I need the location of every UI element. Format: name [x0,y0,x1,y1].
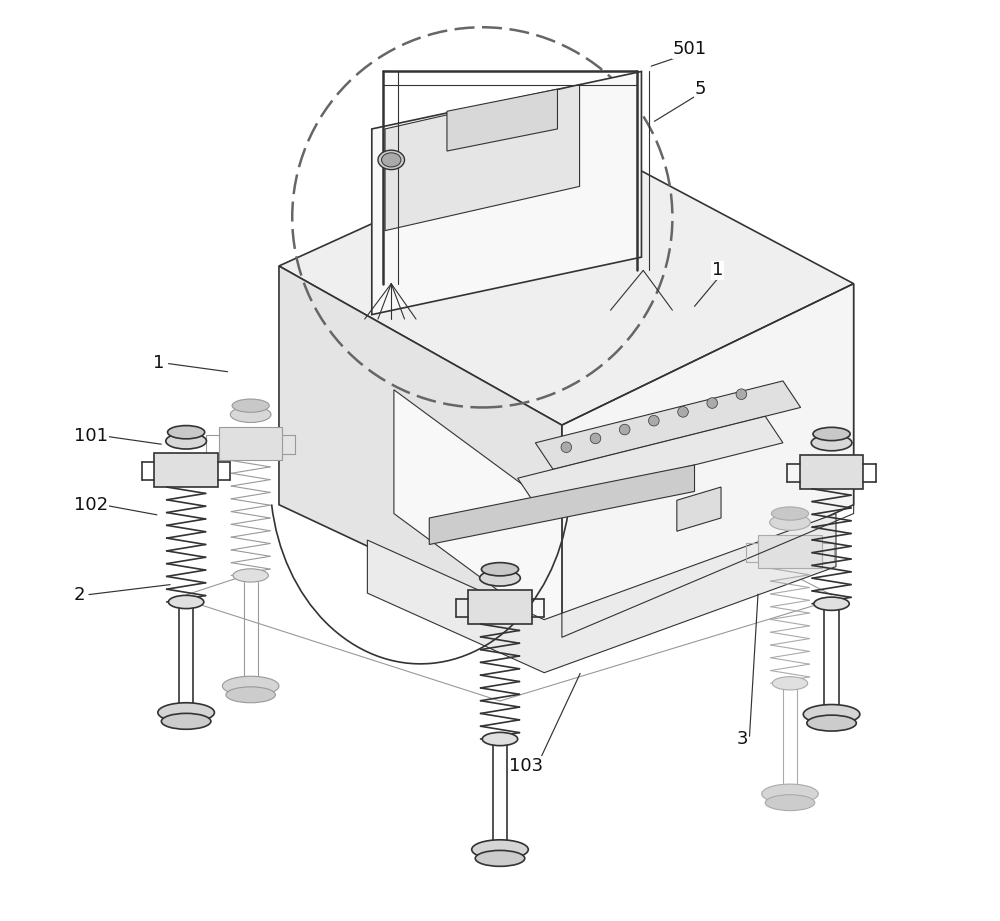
Ellipse shape [811,435,852,450]
Polygon shape [394,390,562,637]
Polygon shape [219,427,282,460]
Ellipse shape [233,569,268,582]
Polygon shape [677,487,721,531]
Ellipse shape [378,150,405,169]
Ellipse shape [803,705,860,724]
Circle shape [707,398,718,408]
Polygon shape [367,514,836,672]
Polygon shape [800,455,863,489]
Ellipse shape [482,732,518,746]
Ellipse shape [226,687,275,703]
Polygon shape [385,85,580,230]
Text: 3: 3 [737,730,748,748]
Ellipse shape [382,153,401,167]
Polygon shape [518,416,783,505]
Ellipse shape [168,426,205,438]
Ellipse shape [772,677,808,690]
Text: 103: 103 [509,756,543,775]
Circle shape [590,433,601,444]
Polygon shape [562,284,854,637]
Text: 5: 5 [695,80,706,99]
Polygon shape [535,381,801,470]
Ellipse shape [168,595,204,609]
Ellipse shape [158,703,214,722]
Ellipse shape [807,715,856,731]
Text: 101: 101 [74,426,108,445]
Text: 501: 501 [672,41,707,58]
Ellipse shape [166,433,206,449]
Circle shape [619,425,630,435]
Ellipse shape [771,507,809,520]
Ellipse shape [230,406,271,423]
Ellipse shape [480,570,520,586]
Polygon shape [429,465,695,544]
Ellipse shape [475,850,525,867]
Polygon shape [279,266,562,637]
Circle shape [736,389,747,400]
Polygon shape [447,89,557,151]
Ellipse shape [765,795,815,810]
Ellipse shape [472,840,528,859]
Polygon shape [154,453,218,487]
Polygon shape [372,72,641,315]
Circle shape [561,442,572,452]
Text: 1: 1 [712,262,724,279]
Polygon shape [468,590,532,624]
Ellipse shape [222,676,279,695]
Polygon shape [758,535,822,568]
Ellipse shape [161,714,211,729]
Text: 2: 2 [74,586,85,604]
Ellipse shape [813,427,850,440]
Polygon shape [279,134,854,426]
Ellipse shape [814,597,849,611]
Text: 1: 1 [153,355,165,372]
Ellipse shape [770,515,810,530]
Ellipse shape [481,563,519,576]
Circle shape [678,406,688,417]
Text: 102: 102 [74,495,108,514]
Ellipse shape [762,784,818,803]
Ellipse shape [232,399,269,413]
Circle shape [649,415,659,426]
